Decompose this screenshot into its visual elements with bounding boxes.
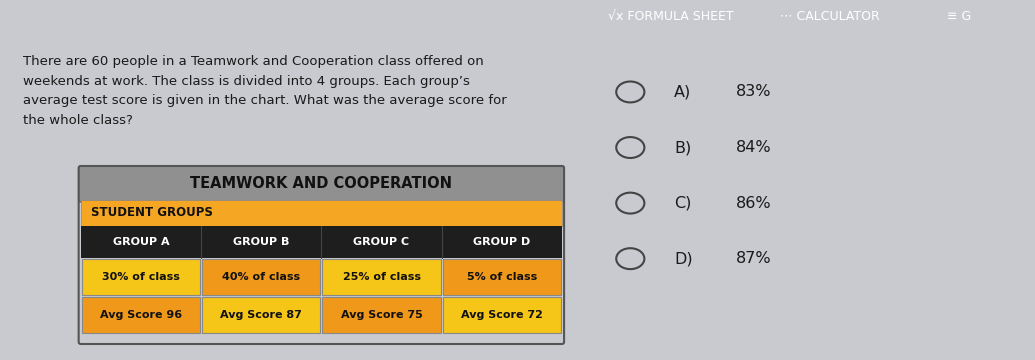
Text: GROUP D: GROUP D [473,237,531,247]
FancyBboxPatch shape [323,259,441,295]
FancyBboxPatch shape [202,297,321,333]
Text: Avg Score 87: Avg Score 87 [220,310,302,320]
Text: 40% of class: 40% of class [223,272,300,282]
Text: B): B) [675,140,691,155]
Text: TEAMWORK AND COOPERATION: TEAMWORK AND COOPERATION [190,176,452,192]
FancyBboxPatch shape [79,166,564,202]
Text: D): D) [675,251,692,266]
Text: Avg Score 75: Avg Score 75 [341,310,422,320]
Text: C): C) [675,195,691,211]
Text: √x FORMULA SHEET: √x FORMULA SHEET [609,10,734,23]
Text: ≡ G: ≡ G [947,10,971,23]
Text: 30% of class: 30% of class [102,272,180,282]
Text: GROUP C: GROUP C [354,237,410,247]
Text: ⋯ CALCULATOR: ⋯ CALCULATOR [780,10,880,23]
Text: There are 60 people in a Teamwork and Cooperation class offered on
weekends at w: There are 60 people in a Teamwork and Co… [23,55,506,126]
FancyBboxPatch shape [443,259,561,295]
Text: GROUP B: GROUP B [233,237,290,247]
FancyBboxPatch shape [81,200,562,226]
Text: Avg Score 96: Avg Score 96 [99,310,182,320]
Text: Avg Score 72: Avg Score 72 [461,310,542,320]
Text: 86%: 86% [736,195,771,211]
FancyBboxPatch shape [443,297,561,333]
FancyBboxPatch shape [323,297,441,333]
Text: A): A) [675,85,691,99]
Text: 5% of class: 5% of class [467,272,537,282]
Text: GROUP A: GROUP A [113,237,169,247]
FancyBboxPatch shape [81,226,562,258]
FancyBboxPatch shape [202,259,321,295]
Text: 87%: 87% [736,251,771,266]
Text: 83%: 83% [736,85,771,99]
FancyBboxPatch shape [82,297,200,333]
Text: 25% of class: 25% of class [343,272,420,282]
Text: 84%: 84% [736,140,771,155]
FancyBboxPatch shape [82,259,200,295]
Text: STUDENT GROUPS: STUDENT GROUPS [91,207,213,220]
